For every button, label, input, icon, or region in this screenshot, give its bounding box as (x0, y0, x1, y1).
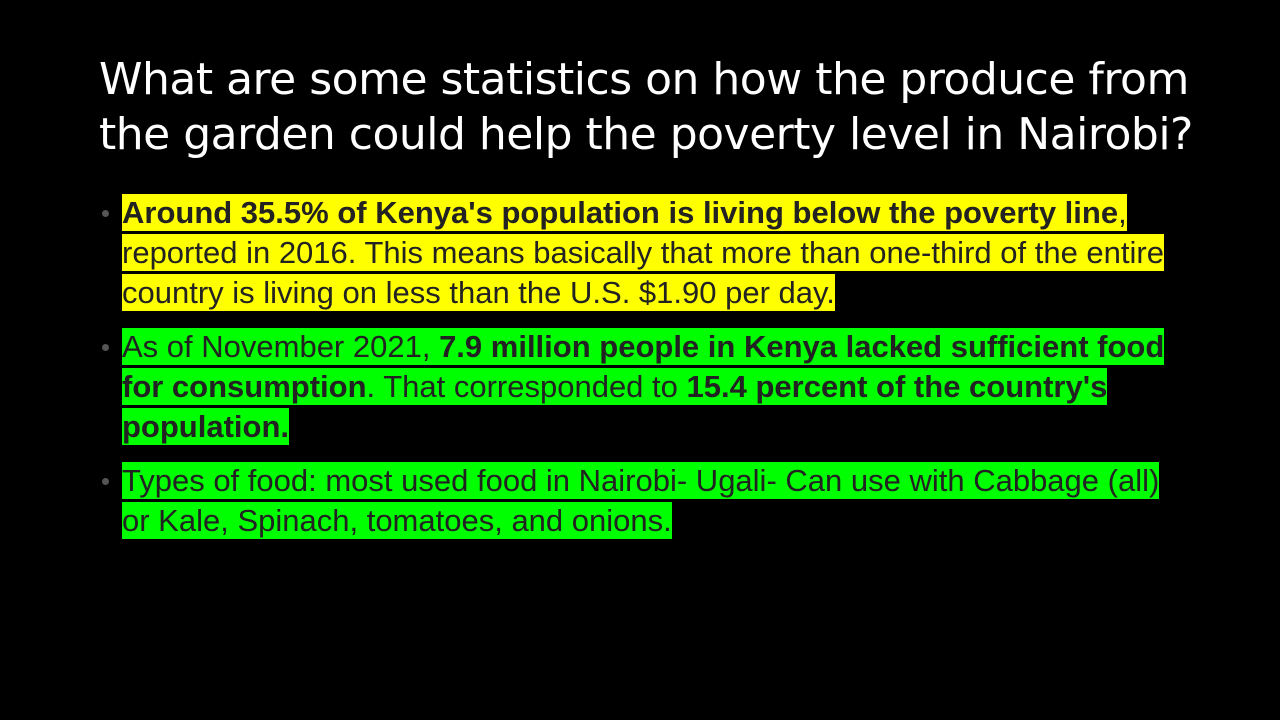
bullet-item: As of November 2021, 7.9 million people … (100, 327, 1180, 447)
bullet-item: Types of food: most used food in Nairobi… (100, 461, 1180, 541)
bullet-list: Around 35.5% of Kenya's population is li… (100, 193, 1180, 555)
bullet-item: Around 35.5% of Kenya's population is li… (100, 193, 1180, 313)
text-run: Types of food: most used food in Nairobi… (122, 462, 1160, 539)
bullet-dot (102, 210, 109, 217)
bullet-dot (102, 478, 109, 485)
text-run: As of November 2021, (122, 328, 440, 365)
text-run: . That corresponded to (366, 368, 687, 405)
bold-text: Around 35.5% of Kenya's population is li… (122, 194, 1119, 231)
bullet-dot (102, 344, 109, 351)
slide-title: What are some statistics on how the prod… (99, 54, 1193, 160)
